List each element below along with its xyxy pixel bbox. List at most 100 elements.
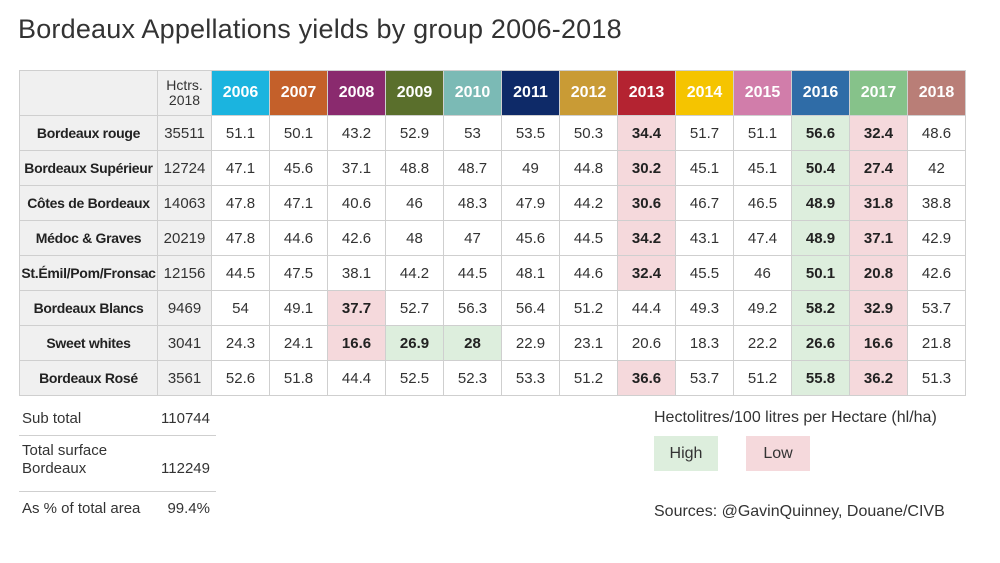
appellation-name: St.Émil/Pom/Fronsac: [19, 255, 158, 291]
yield-cell: 22.9: [501, 325, 560, 361]
yield-cell: 40.6: [327, 185, 386, 221]
yield-cell: 48.1: [501, 255, 560, 291]
year-header-2012: 2012: [559, 70, 618, 116]
corner-cell: [19, 70, 158, 116]
yield-cell: 58.2: [791, 290, 850, 326]
subtotal-label: Sub total: [22, 410, 82, 427]
hectares-cell: 9469: [157, 290, 212, 326]
yield-cell: 47.1: [211, 150, 270, 186]
yield-cell: 18.3: [675, 325, 734, 361]
yield-cell: 23.1: [559, 325, 618, 361]
yield-cell: 48.3: [443, 185, 502, 221]
year-header-2018: 2018: [907, 70, 966, 116]
yield-cell: 46.7: [675, 185, 734, 221]
header-row: Hctrs. 2018 2006 2007 2008 2009 2010 2011 2012…: [19, 70, 966, 116]
year-header-2015: 2015: [733, 70, 792, 116]
yield-cell: 51.8: [269, 360, 328, 396]
appellation-name: Sweet whites: [19, 325, 158, 361]
table-row: Bordeaux Rosé 3561 52.6 51.8 44.4 52.5 52.3 53.…: [19, 360, 966, 396]
yield-cell: 53.7: [675, 360, 734, 396]
yield-cell: 44.5: [559, 220, 618, 256]
yield-cell: 48.8: [385, 150, 444, 186]
yield-cell: 51.3: [907, 360, 966, 396]
yield-cell: 52.5: [385, 360, 444, 396]
yield-cell: 20.8: [849, 255, 908, 291]
yield-cell: 47.1: [269, 185, 328, 221]
yield-cell: 56.6: [791, 115, 850, 151]
yield-cell: 32.4: [617, 255, 676, 291]
yield-cell: 49: [501, 150, 560, 186]
table-row: Bordeaux Blancs 9469 54 49.1 37.7 52.7 56.3 56.…: [19, 290, 966, 326]
appellation-name: Médoc & Graves: [19, 220, 158, 256]
yield-cell: 46.5: [733, 185, 792, 221]
yield-cell: 38.8: [907, 185, 966, 221]
yield-cell: 51.2: [559, 290, 618, 326]
surface-row: Total surface Bordeaux 112249: [19, 436, 216, 492]
percent-value: 99.4%: [167, 500, 210, 517]
yield-cell: 42: [907, 150, 966, 186]
yield-cell: 53.5: [501, 115, 560, 151]
yield-cell: 44.6: [559, 255, 618, 291]
yield-cell: 44.5: [211, 255, 270, 291]
hectares-cell: 12156: [157, 255, 212, 291]
sources-note: Sources: @GavinQuinney, Douane/CIVB: [654, 503, 945, 520]
yields-table: Hctrs. 2018 2006 2007 2008 2009 2010 2011 2012…: [19, 70, 966, 396]
legend-high: High: [654, 436, 718, 471]
yield-cell: 21.8: [907, 325, 966, 361]
yield-cell: 44.4: [617, 290, 676, 326]
year-header-2009: 2009: [385, 70, 444, 116]
yield-cell: 53.3: [501, 360, 560, 396]
yield-cell: 44.5: [443, 255, 502, 291]
yield-cell: 32.4: [849, 115, 908, 151]
yield-cell: 56.4: [501, 290, 560, 326]
surface-label: Total surface Bordeaux: [22, 442, 108, 477]
yield-cell: 54: [211, 290, 270, 326]
totals-block: Sub total 110744 Total surface Bordeaux …: [19, 401, 216, 526]
yield-cell: 16.6: [327, 325, 386, 361]
page-title: Bordeaux Appellations yields by group 20…: [18, 14, 622, 44]
yield-cell: 32.9: [849, 290, 908, 326]
yield-cell: 50.1: [269, 115, 328, 151]
legend-title: Hectolitres/100 litres per Hectare (hl/h…: [654, 409, 937, 426]
yield-cell: 42.6: [327, 220, 386, 256]
yield-cell: 52.9: [385, 115, 444, 151]
yield-cell: 48.9: [791, 185, 850, 221]
hectares-cell: 3561: [157, 360, 212, 396]
yield-cell: 48.9: [791, 220, 850, 256]
subtotal-value: 110744: [161, 410, 210, 427]
year-header-2011: 2011: [501, 70, 560, 116]
yield-cell: 48.7: [443, 150, 502, 186]
yield-cell: 43.1: [675, 220, 734, 256]
yield-cell: 51.2: [559, 360, 618, 396]
hectares-header: Hctrs. 2018: [157, 70, 212, 116]
yield-cell: 45.6: [501, 220, 560, 256]
yield-cell: 26.6: [791, 325, 850, 361]
yield-cell: 24.1: [269, 325, 328, 361]
yield-cell: 47.8: [211, 185, 270, 221]
yield-cell: 47.5: [269, 255, 328, 291]
percent-label: As % of total area: [22, 500, 141, 517]
hectares-cell: 12724: [157, 150, 212, 186]
yield-cell: 52.7: [385, 290, 444, 326]
yield-cell: 42.6: [907, 255, 966, 291]
yield-cell: 44.4: [327, 360, 386, 396]
yield-cell: 47.8: [211, 220, 270, 256]
table-row: Bordeaux Supérieur 12724 47.1 45.6 37.1 48.8 4…: [19, 150, 966, 186]
yield-cell: 31.8: [849, 185, 908, 221]
year-header-2016: 2016: [791, 70, 850, 116]
yield-cell: 47.9: [501, 185, 560, 221]
table-row: Sweet whites 3041 24.3 24.1 16.6 26.9 28 22.9 23…: [19, 325, 966, 361]
yield-cell: 30.6: [617, 185, 676, 221]
year-header-2017: 2017: [849, 70, 908, 116]
yield-cell: 49.3: [675, 290, 734, 326]
year-header-2014: 2014: [675, 70, 734, 116]
hectares-header-line2: 2018: [168, 92, 201, 108]
yield-cell: 38.1: [327, 255, 386, 291]
yield-cell: 42.9: [907, 220, 966, 256]
yield-cell: 45.5: [675, 255, 734, 291]
yield-cell: 53.7: [907, 290, 966, 326]
yield-cell: 16.6: [849, 325, 908, 361]
percent-row: As % of total area 99.4%: [19, 492, 216, 526]
yield-cell: 30.2: [617, 150, 676, 186]
yield-cell: 52.3: [443, 360, 502, 396]
